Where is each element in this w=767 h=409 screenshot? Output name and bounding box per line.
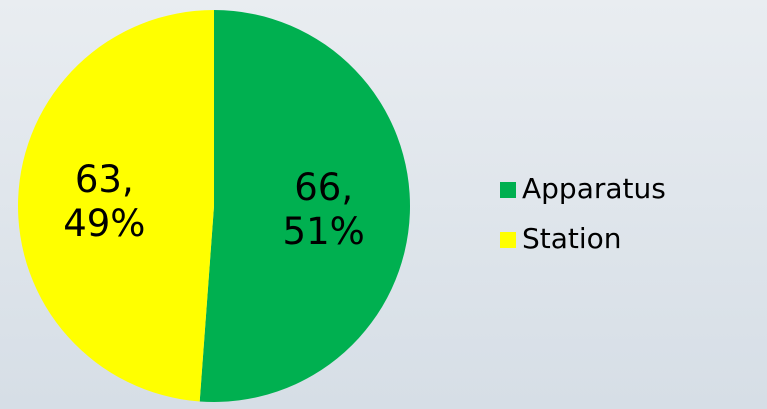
legend-swatch — [500, 182, 516, 198]
data-label: 66, 51% — [282, 166, 365, 253]
legend-label: Apparatus — [522, 172, 666, 205]
pie-slice — [199, 10, 410, 402]
legend-swatch — [500, 232, 516, 248]
legend-label: Station — [522, 222, 622, 255]
data-label: 63, 49% — [63, 157, 146, 245]
pie-slice — [17, 10, 214, 402]
